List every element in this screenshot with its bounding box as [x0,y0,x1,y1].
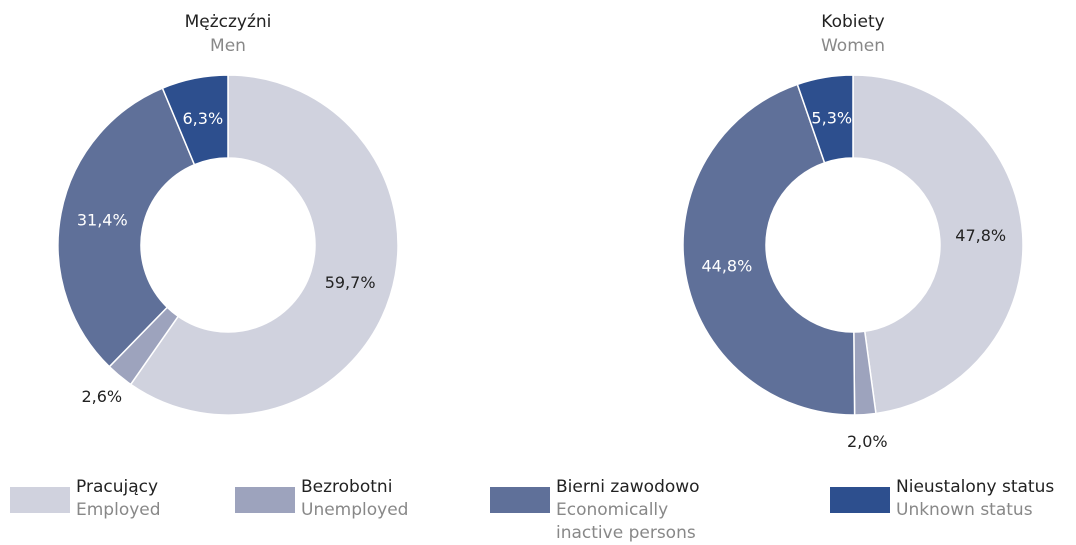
legend-nm: Bierni zawodowo [556,477,700,497]
legend-nm: Bezrobotni [301,477,393,497]
chart-title: Kobiety [821,12,884,32]
legend-item: Pracujący Employed [10,476,230,522]
slice [129,74,399,416]
legend-text: Bezrobotni Unemployed [301,476,475,522]
legend-nm: Nieustalony status [896,477,1055,497]
slice [161,74,229,166]
legend-en: Unemployed [301,500,409,520]
charts: Mężczyźni Men 59,7% 2,6% 31,4% 6,3% Kobiety Wom… [57,12,1024,451]
legend-en: Employed [76,500,161,520]
slice [57,87,196,368]
value-label: 59,7% [325,273,376,292]
chart-subtitle: Men [210,36,246,56]
slice [682,83,856,416]
value-label: 5,3% [811,108,852,127]
legend-swatch [490,487,550,513]
slice [852,74,1024,415]
legend-swatch [830,487,890,513]
legend-nm: Pracujący [76,477,159,497]
slice [796,74,854,164]
value-label: 44,8% [701,256,752,275]
legend-item: Bezrobotni Unemployed [235,476,475,522]
legend-text: Bierni zawodowo Economically inactive per… [556,476,720,545]
legend-en: Economically inactive persons [556,500,696,543]
value-label: 2,6% [81,387,122,406]
legend-swatch [235,487,295,513]
value-label: 47,8% [955,226,1006,245]
value-label: 2,0% [847,432,888,451]
legend-item: Nieustalony status Unknown status [830,476,1076,522]
chart-title: Mężczyźni [185,12,272,32]
chart-subtitle: Women [821,36,885,56]
legend-en: Unknown status [896,500,1033,520]
value-label: 6,3% [183,109,224,128]
legend-item: Bierni zawodowo Economically inactive per… [490,476,720,545]
legend-text: Nieustalony status Unknown status [896,476,1076,522]
value-label: 31,4% [77,211,128,230]
legend-text: Pracujący Employed [76,476,230,522]
legend-swatch [10,487,70,513]
